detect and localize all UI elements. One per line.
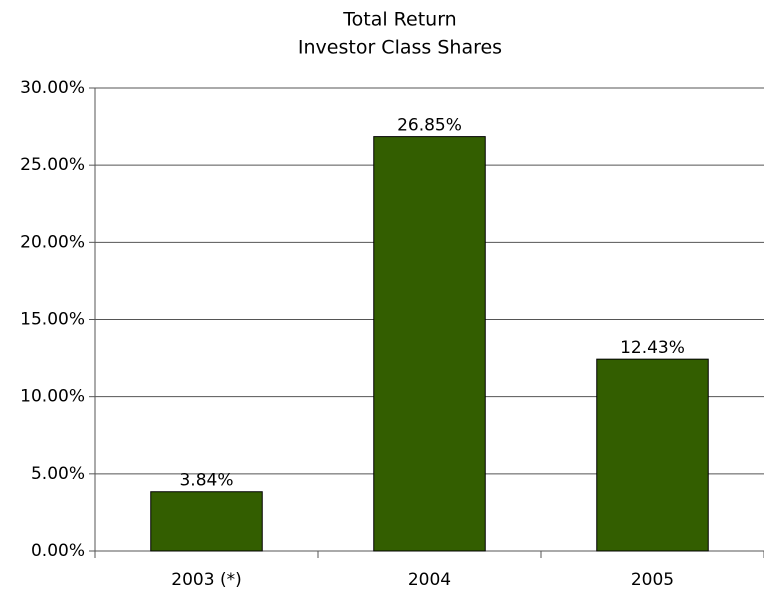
y-tick-label: 0.00%	[31, 541, 85, 561]
y-tick-label: 30.00%	[20, 78, 85, 98]
y-tick-label: 15.00%	[20, 310, 85, 330]
y-tick-label: 25.00%	[20, 155, 85, 175]
bar	[150, 491, 263, 552]
x-tick-label: 2004	[408, 570, 451, 590]
x-tick-label: 2003 (*)	[171, 570, 241, 590]
data-label: 26.85%	[397, 116, 462, 136]
bar	[373, 136, 486, 552]
x-tick-label: 2005	[631, 570, 674, 590]
y-tick-label: 20.00%	[20, 232, 85, 252]
y-tick-label: 10.00%	[20, 387, 85, 407]
chart-title: Total Return	[342, 9, 456, 31]
data-label: 3.84%	[179, 471, 233, 491]
y-tick-label: 5.00%	[31, 464, 85, 484]
chart-subtitle: Investor Class Shares	[298, 37, 502, 59]
data-label: 12.43%	[620, 338, 685, 358]
bar	[596, 358, 709, 552]
